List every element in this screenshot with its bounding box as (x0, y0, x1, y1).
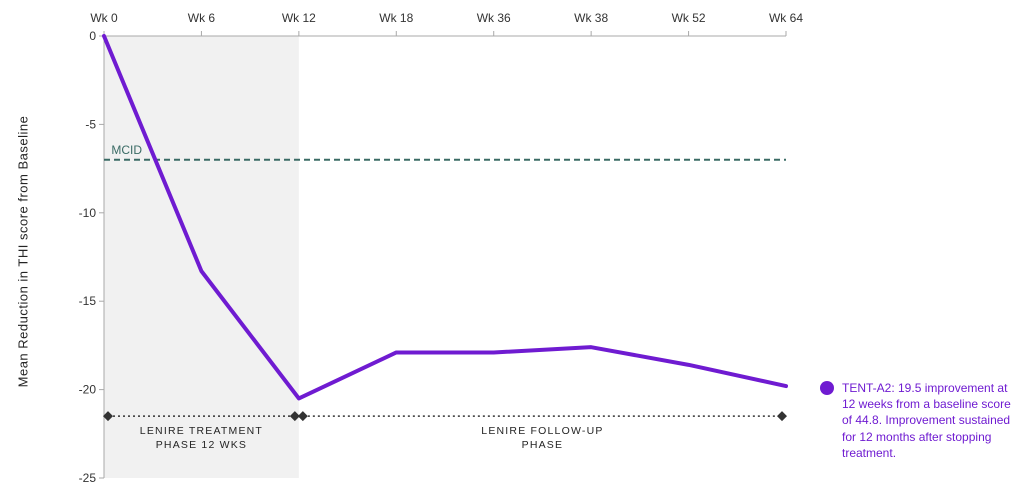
phase-treatment-label-1: LENIRE TREATMENT (140, 425, 263, 437)
legend-text: TENT-A2: 19.5 improvement at 12 weeks fr… (842, 380, 1018, 461)
x-tick-label: Wk 6 (188, 11, 216, 25)
phase-treatment-label-2: PHASE 12 WKS (156, 439, 247, 451)
y-tick-label: -25 (79, 471, 97, 485)
x-tick-label: Wk 38 (574, 11, 608, 25)
chart-svg: 0 -5 -10 -15 -20 -25 Wk 0 Wk 6 Wk 12 Wk 18 Wk 36 Wk… (46, 0, 806, 502)
legend-marker (820, 381, 834, 395)
phase-followup-label-2: PHASE (522, 439, 564, 451)
phase-followup-label-1: LENIRE FOLLOW-UP (481, 425, 603, 437)
x-tick-label: Wk 18 (379, 11, 413, 25)
x-tick-label: Wk 36 (477, 11, 511, 25)
chart-container: Mean Reduction in THI score from Baselin… (0, 0, 1032, 502)
y-tick-label: -20 (79, 383, 97, 397)
y-tick-label: -10 (79, 206, 97, 220)
phase-arrow-end (777, 411, 787, 421)
legend: TENT-A2: 19.5 improvement at 12 weeks fr… (820, 380, 1018, 461)
x-tick-label: Wk 52 (672, 11, 706, 25)
x-tick-label: Wk 12 (282, 11, 316, 25)
x-tick-label: Wk 0 (90, 11, 118, 25)
mcid-label: MCID (111, 143, 142, 157)
phase-arrow-end (298, 411, 308, 421)
y-axis-title: Mean Reduction in THI score from Baselin… (16, 115, 31, 387)
y-tick-label: 0 (89, 29, 96, 43)
y-tick-label: -5 (85, 117, 96, 131)
y-tick-label: -15 (79, 294, 97, 308)
y-axis-title-wrap: Mean Reduction in THI score from Baselin… (10, 0, 36, 502)
x-tick-label: Wk 64 (769, 11, 803, 25)
